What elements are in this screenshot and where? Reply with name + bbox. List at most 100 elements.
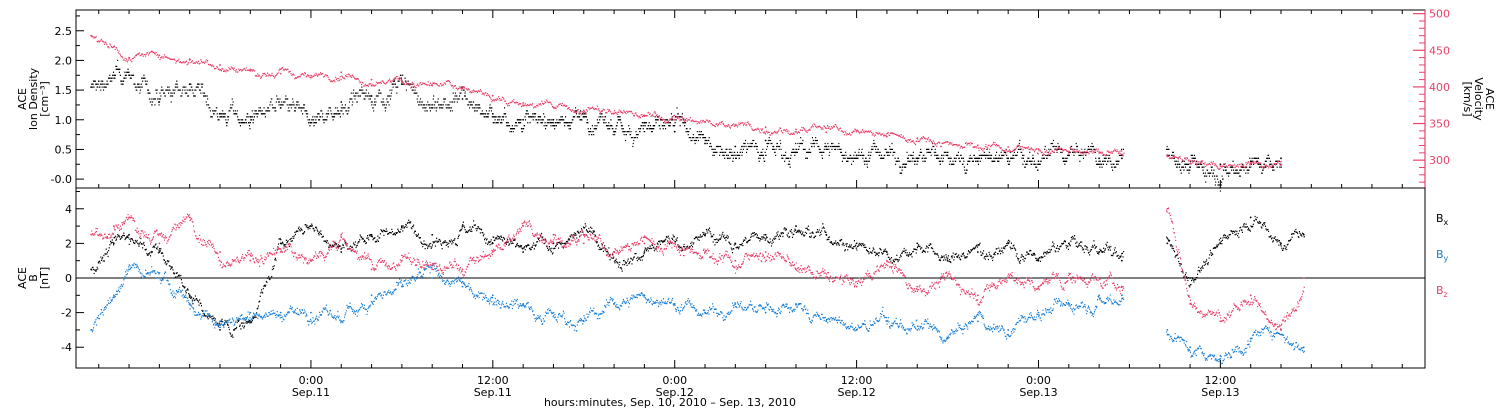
legend-bz: Bz — [1436, 284, 1448, 299]
velocity-series-point — [643, 115, 646, 118]
bz-series-point — [1302, 277, 1305, 279]
top-ytick-label: 2.5 — [55, 25, 73, 38]
top-panel: -0.00.51.01.52.02.5300350400450500ACEIon… — [16, 8, 1496, 192]
velocity-series-point — [1219, 165, 1222, 167]
ion-density-series-point — [673, 130, 676, 133]
bx-series — [90, 215, 1305, 338]
top-ytick-label: 2.0 — [55, 54, 73, 67]
bz-series-point — [1219, 320, 1222, 323]
legend-bx-sub: x — [1444, 218, 1449, 227]
bz-series-point — [491, 251, 494, 253]
velocity-series-point — [825, 131, 828, 134]
velocity-series-point — [1189, 162, 1191, 165]
bz-series-point — [431, 268, 434, 271]
top-y2label-line: Velocity — [1472, 77, 1485, 121]
bx-series-point — [1302, 233, 1305, 236]
bz-series-point — [855, 285, 858, 288]
velocity-series-point — [279, 72, 282, 75]
ion-density-series-point — [916, 157, 919, 160]
ion-density-series-point — [491, 112, 494, 115]
ion-density-series-point — [1280, 157, 1282, 160]
bx-series-point — [1189, 277, 1191, 279]
ion-density-series-point — [704, 142, 706, 145]
top-y2tick-label: 400 — [1429, 81, 1450, 94]
bz-series-point — [249, 259, 252, 262]
by-series-point — [643, 294, 646, 297]
bx-series-point — [855, 242, 858, 245]
ion-density-series-point — [946, 154, 949, 157]
ion-density-series-point — [219, 112, 221, 115]
bz-series-point — [795, 268, 797, 271]
velocity-series-point — [340, 71, 343, 74]
top-ylabel: ACEIon Density[cm⁻³] — [16, 67, 51, 130]
by-series-point — [976, 320, 979, 323]
bz-series-point — [188, 216, 191, 219]
velocity-series-point — [158, 54, 161, 57]
bz-series-point — [310, 259, 312, 262]
bx-series-point — [491, 242, 494, 245]
bz-series-point — [1280, 329, 1282, 331]
bottom-ylabel-line: [nT] — [38, 267, 51, 289]
bx-series-point — [128, 233, 130, 236]
by-series-point — [1189, 346, 1191, 349]
ion-density-series-point — [1007, 157, 1010, 160]
velocity-series-point — [188, 58, 191, 60]
by-series-point — [552, 311, 555, 314]
bx-series-point — [1166, 242, 1169, 245]
ion-density-series-point — [158, 101, 161, 103]
bx-series-point — [704, 233, 706, 236]
ion-density-series-point — [310, 121, 312, 124]
by-series-point — [279, 311, 282, 314]
by-series-point — [522, 303, 525, 305]
by-series-point — [613, 303, 615, 305]
ion-density-series-point — [764, 139, 767, 142]
bx-series-point — [825, 233, 828, 236]
x-tick-date-label: Sep.11 — [474, 386, 512, 399]
bz-series-point — [1067, 277, 1070, 279]
velocity-series-point — [1249, 162, 1252, 164]
by-series-point — [704, 311, 706, 314]
top-ytick-label: 1.0 — [55, 114, 73, 127]
by-series-point — [795, 303, 797, 305]
bottom-ylabel: ACEB[nT] — [16, 267, 51, 289]
bz-series-point — [1098, 277, 1101, 279]
top-y2tick-label: 450 — [1429, 44, 1450, 57]
by-series-point — [188, 303, 191, 305]
velocity-series-point — [128, 56, 130, 59]
top-ytick-label: 1.5 — [55, 84, 73, 97]
ion-density-series-point — [1067, 154, 1070, 157]
bz-series-point — [976, 294, 979, 297]
by-series-point — [1166, 329, 1169, 331]
bx-series-point — [340, 251, 343, 253]
by-series-point — [112, 294, 115, 297]
by-series-point — [1219, 354, 1222, 357]
bz-series-point — [1166, 207, 1169, 210]
ion-density-series — [90, 59, 1282, 192]
x-tick-date-label: Sep.12 — [656, 386, 694, 399]
top-ylabel-line: Ion Density — [27, 67, 40, 130]
ion-density-series-point — [825, 145, 828, 148]
velocity-series-point — [112, 45, 115, 48]
bottom-ytick-label: 4 — [65, 203, 72, 216]
ion-density-series-point — [582, 115, 585, 118]
bx-series-point — [461, 225, 464, 227]
ion-density-series-point — [1249, 160, 1252, 163]
bx-series-point — [764, 233, 767, 236]
ion-density-series-point — [613, 130, 615, 133]
ion-density-series-point — [1219, 163, 1222, 166]
bx-series-point — [1219, 242, 1222, 245]
by-series-point — [886, 320, 888, 323]
velocity-series-point — [1037, 148, 1040, 151]
by-series-point — [734, 303, 737, 305]
bz-series-point — [279, 251, 282, 253]
ion-density-series-point — [552, 118, 555, 121]
by-series-point — [461, 285, 464, 288]
legend-by: By — [1436, 248, 1449, 263]
velocity-series-point — [582, 109, 585, 112]
x-tick-time-label: 0:00 — [299, 374, 324, 387]
bz-series-point — [1007, 277, 1010, 279]
top-y2label: ACEVelocity[km/s] — [1461, 77, 1496, 121]
ion-density-series-point — [90, 86, 93, 89]
bottom-ylabel-line: B — [27, 274, 40, 282]
